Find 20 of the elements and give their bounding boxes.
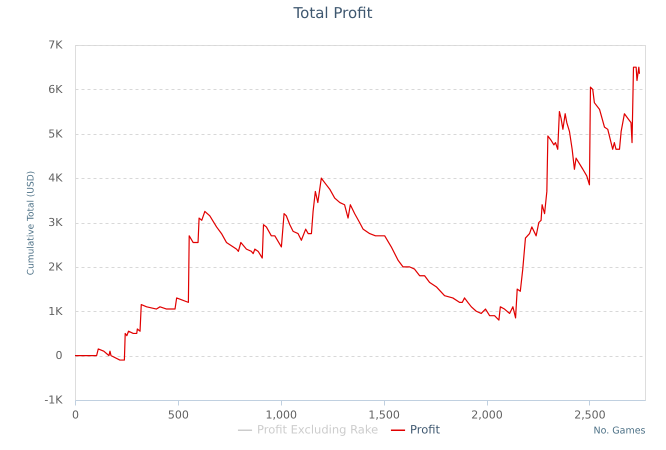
x-tick-label: 1,500 xyxy=(368,408,400,422)
y-tick-label: 0 xyxy=(56,349,62,362)
x-tick-label: 0 xyxy=(72,408,79,422)
y-tick-label: 4K xyxy=(48,172,64,185)
y-tick-label: 7K xyxy=(48,38,64,52)
y-tick-label: 6K xyxy=(48,82,64,96)
x-tick-label: 2,000 xyxy=(471,408,503,422)
x-tick-label: 500 xyxy=(168,408,189,422)
y-axis-title: Cumulative Total (USD) xyxy=(26,170,36,276)
y-tick-label: 5K xyxy=(48,127,64,140)
y-tick-label: 2K xyxy=(48,260,64,274)
y-tick-label: 3K xyxy=(48,216,64,229)
x-axis-title: No. Games xyxy=(593,426,646,436)
y-tick-label: -1K xyxy=(44,394,64,406)
line-series xyxy=(75,66,640,361)
x-tick-label: 2,500 xyxy=(574,408,606,422)
y-tick-label: 1K xyxy=(48,304,64,318)
legend-label: Profit xyxy=(410,422,440,436)
chart-title: Total Profit xyxy=(292,4,373,22)
x-tick-label: 1,000 xyxy=(266,408,298,422)
